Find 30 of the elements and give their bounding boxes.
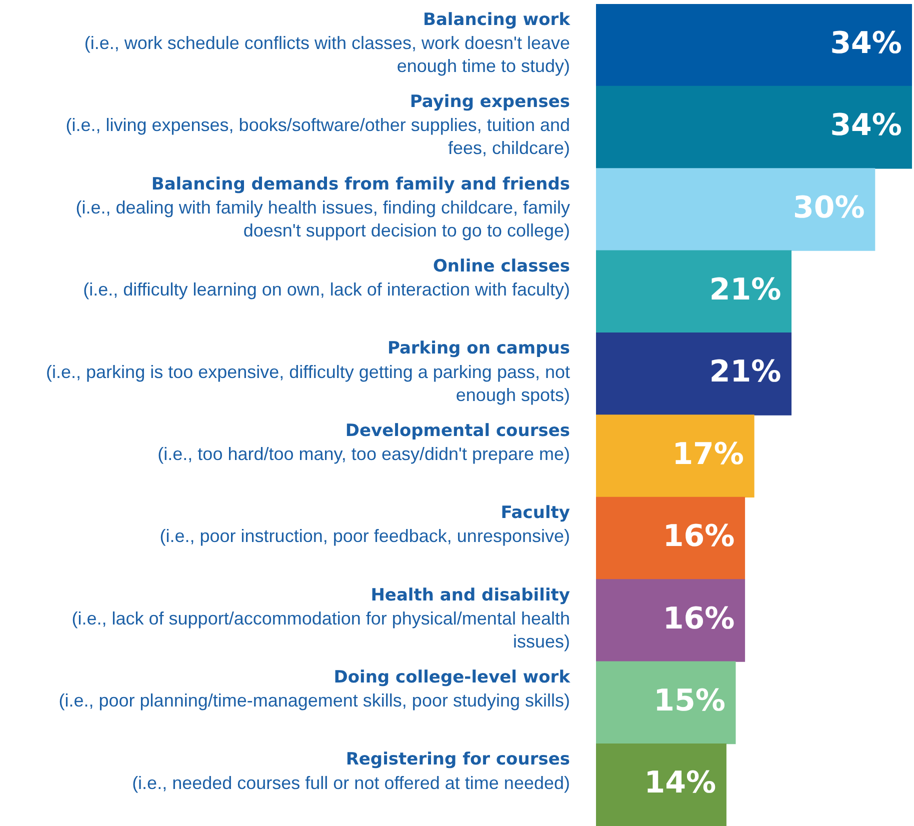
data-label: 17%: [672, 436, 744, 472]
bar: [596, 168, 876, 251]
y-tick-label: Developmental courses (i.e., too hard/too many, too easy/didn't prepare me): [158, 420, 570, 464]
data-label: 15%: [654, 683, 726, 718]
bar: [596, 414, 754, 498]
bar: [596, 250, 792, 334]
data-label: 34%: [830, 108, 902, 144]
data-label: 30%: [793, 190, 865, 226]
y-tick-label: Balancing work (i.e., work schedule conflicts with classes, work doesn't leave enough time to study): [84, 10, 571, 76]
bar: [596, 661, 736, 744]
y-tick-label: Balancing demands from family and friends (i.e., dealing with family health issues, finding childcare, family doesn't support decision to go to college): [76, 174, 570, 240]
y-tick-label: Registering for courses (i.e., needed courses full or not offered at time needed): [132, 750, 570, 793]
y-tick-label: Doing college-level work (i.e., poor planning/time-management skills, poor studying skills): [58, 668, 571, 711]
y-tick-label: Faculty (i.e., poor instruction, poor feedback, unresponsive): [160, 503, 570, 546]
data-label: 34%: [830, 26, 902, 61]
bar: [596, 332, 792, 416]
data-label: 21%: [709, 272, 782, 308]
data-label: 21%: [709, 354, 782, 390]
y-tick-label: Health and disability (i.e., lack of support/accommodation for physical/mental health issues): [72, 585, 570, 652]
bar: [596, 496, 746, 580]
bar: [596, 86, 912, 169]
y-tick-label: Online classes (i.e., difficulty learning on own, lack of interaction with faculty): [83, 256, 570, 300]
bar: [596, 579, 746, 662]
y-tick-label: Parking on campus (i.e., parking is too expensive, difficulty getting a parking pass, not enough spots): [46, 338, 570, 405]
data-label: 16%: [662, 519, 735, 554]
bar: [596, 4, 912, 87]
bar: [596, 743, 726, 826]
y-tick-label: Paying expenses (i.e., living expenses, books/software/other supplies, tuition and fees, childcare): [66, 92, 570, 158]
data-label: 16%: [662, 601, 735, 636]
data-label: 14%: [644, 766, 716, 801]
